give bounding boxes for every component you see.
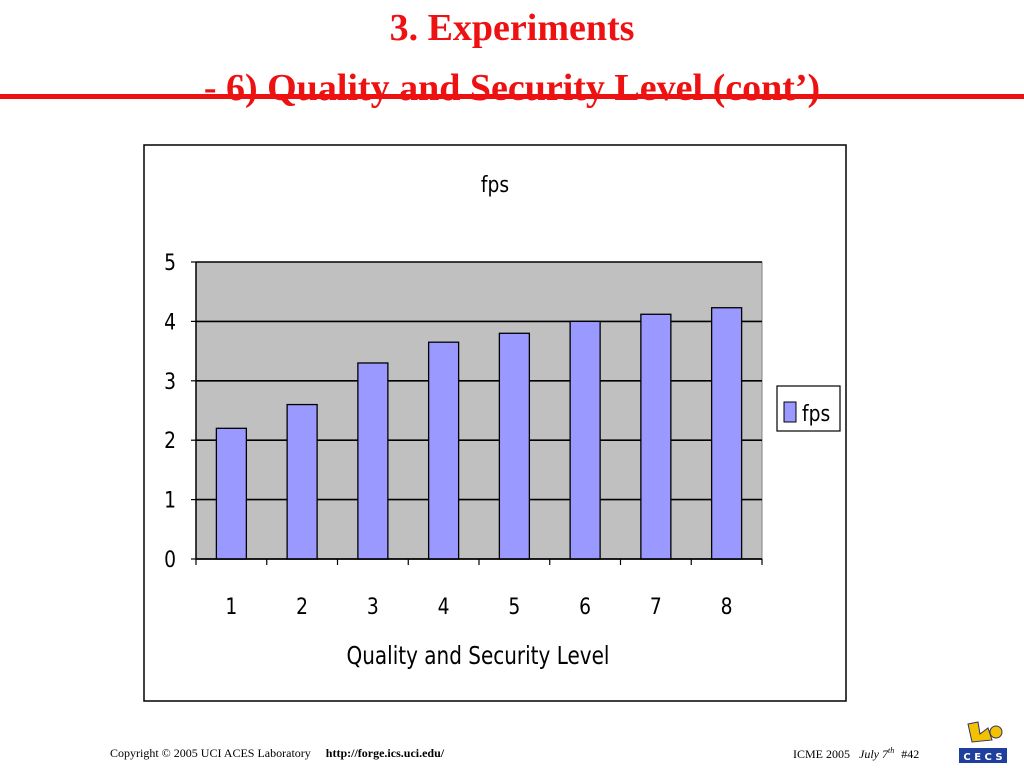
x-tick-label: 4 — [438, 594, 450, 620]
x-tick-label: 3 — [367, 594, 379, 620]
bar — [357, 362, 389, 560]
bar — [710, 307, 743, 560]
bar — [286, 403, 318, 560]
plot-area — [195, 261, 763, 560]
slide-title: 3. Experiments — [389, 7, 635, 49]
y-tick-label: 0 — [164, 547, 176, 573]
y-tick-label: 3 — [164, 368, 176, 394]
y-axis: 0 1 2 3 4 5 — [164, 250, 197, 573]
bar — [215, 427, 248, 560]
y-tick-label: 5 — [164, 250, 176, 276]
bar — [427, 341, 460, 560]
page-number: #42 — [901, 747, 920, 761]
logo-figure-icon — [967, 721, 993, 743]
cecs-logo: C E C S — [959, 721, 1007, 763]
bar — [640, 313, 672, 560]
y-tick-label: 4 — [164, 309, 176, 335]
slide-subtitle: - 6) Quality and Security Level (cont’) — [203, 67, 821, 109]
chart-title: fps — [481, 172, 509, 198]
footer-conference: ICME 2005 — [793, 747, 850, 761]
footer-right: ICME 2005 July 7th #42 — [793, 746, 919, 762]
x-tick-label: 1 — [225, 594, 237, 620]
bar — [569, 320, 601, 560]
legend-label: fps — [802, 401, 830, 427]
logo-sun-icon — [989, 725, 1003, 739]
footer-left: Copyright © 2005 UCI ACES Laboratory htt… — [110, 746, 444, 761]
x-axis: 1 2 3 4 5 6 7 8 — [195, 558, 763, 620]
logo-text: C E C S — [963, 752, 1002, 763]
legend: fps — [776, 385, 841, 432]
x-axis-label: Quality and Security Level — [347, 642, 610, 671]
legend-swatch — [783, 401, 797, 423]
y-tick-label: 1 — [164, 487, 176, 513]
footer-date-main: July 7 — [859, 747, 888, 761]
footer-copyright: Copyright © 2005 UCI ACES Laboratory — [110, 746, 311, 760]
x-tick-label: 2 — [296, 594, 308, 620]
x-tick-label: 6 — [579, 594, 591, 620]
bar — [498, 332, 531, 560]
footer-date: July 7th — [859, 746, 895, 761]
footer-date-sup: th — [888, 746, 895, 755]
x-tick-label: 8 — [721, 594, 733, 620]
title-divider — [0, 94, 1024, 99]
bars — [215, 307, 743, 560]
footer-url-link[interactable]: http://forge.ics.uci.edu/ — [325, 746, 445, 760]
y-tick-label: 2 — [164, 428, 176, 454]
x-tick-label: 5 — [508, 594, 520, 620]
x-tick-label: 7 — [650, 594, 662, 620]
logo-plate — [959, 748, 1007, 763]
